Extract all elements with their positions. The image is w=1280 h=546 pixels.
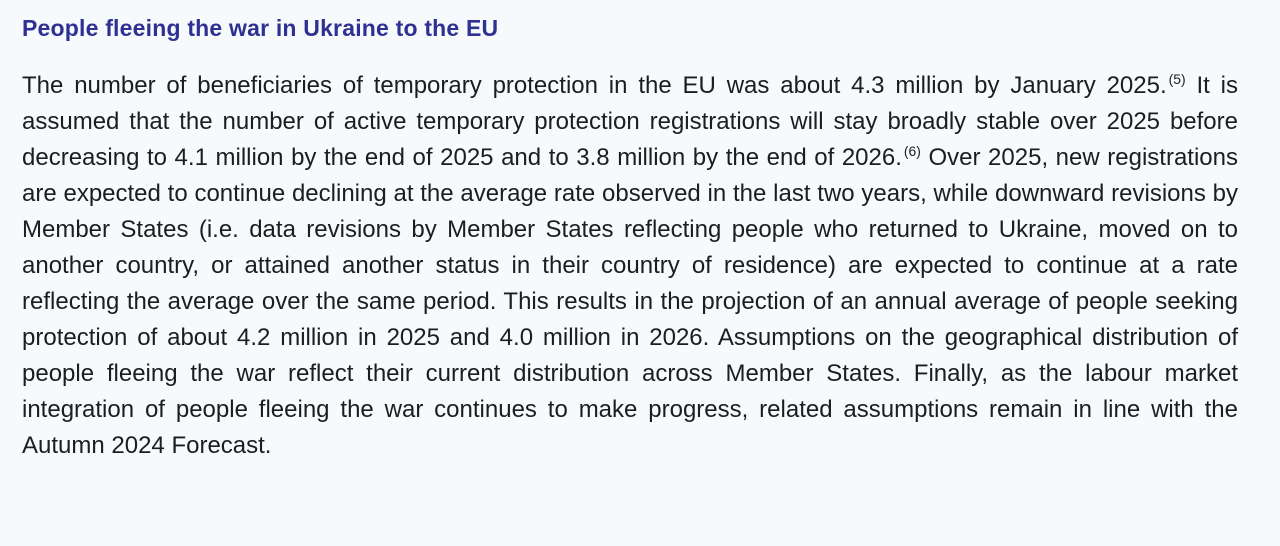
paragraph-text-run: It is assumed that the number of active … [22,72,1238,172]
footnote-reference: (5) [1168,71,1186,88]
document-page: People fleeing the war in Ukraine to the… [22,15,1238,464]
body-paragraph: The number of beneficiaries of temporary… [22,68,1238,464]
paragraph-text-run: The number of beneficiaries of temporary… [22,72,1167,100]
section-heading: People fleeing the war in Ukraine to the… [22,15,499,41]
footnote-reference: (6) [903,143,921,160]
paragraph-text-run: Over 2025, new registrations are expecte… [22,144,1238,460]
